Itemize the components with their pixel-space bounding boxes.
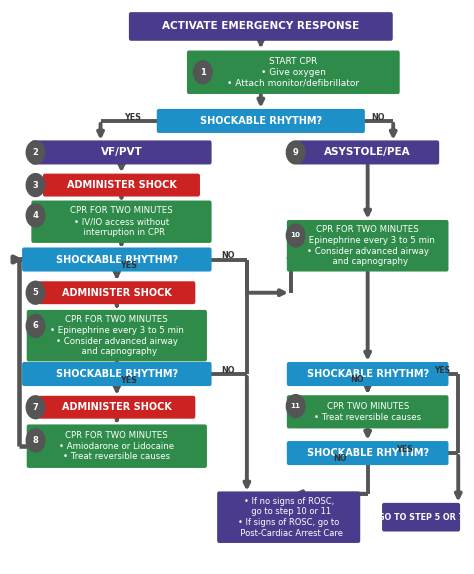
FancyBboxPatch shape xyxy=(382,503,460,532)
FancyBboxPatch shape xyxy=(187,51,400,94)
Text: SHOCKABLE RHYTHM?: SHOCKABLE RHYTHM? xyxy=(307,369,428,379)
FancyBboxPatch shape xyxy=(287,220,448,272)
Text: 9: 9 xyxy=(293,148,299,157)
Text: ADMINISTER SHOCK: ADMINISTER SHOCK xyxy=(62,402,172,412)
FancyBboxPatch shape xyxy=(129,12,393,41)
Circle shape xyxy=(26,281,45,304)
Text: START CPR
• Give oxygen
• Attach monitor/defibrillator: START CPR • Give oxygen • Attach monitor… xyxy=(227,57,359,87)
Text: 1: 1 xyxy=(200,68,206,77)
Text: YES: YES xyxy=(120,376,137,385)
FancyBboxPatch shape xyxy=(27,310,207,362)
Circle shape xyxy=(26,429,45,452)
FancyBboxPatch shape xyxy=(157,109,365,133)
FancyBboxPatch shape xyxy=(31,141,211,165)
FancyBboxPatch shape xyxy=(43,173,200,196)
Circle shape xyxy=(26,141,45,164)
FancyBboxPatch shape xyxy=(296,141,439,165)
Circle shape xyxy=(26,173,45,196)
Text: 5: 5 xyxy=(33,288,38,297)
Text: ADMINISTER SHOCK: ADMINISTER SHOCK xyxy=(62,288,172,298)
Circle shape xyxy=(286,224,305,247)
FancyBboxPatch shape xyxy=(287,395,448,428)
Circle shape xyxy=(26,315,45,338)
FancyBboxPatch shape xyxy=(38,396,195,418)
Text: NO: NO xyxy=(221,366,235,374)
Circle shape xyxy=(26,396,45,418)
Text: YES: YES xyxy=(434,366,450,374)
Text: ACTIVATE EMERGENCY RESPONSE: ACTIVATE EMERGENCY RESPONSE xyxy=(162,21,359,32)
Text: 11: 11 xyxy=(291,403,301,409)
FancyBboxPatch shape xyxy=(38,281,195,304)
Circle shape xyxy=(286,141,305,164)
Text: CPR FOR TWO MINUTES
• Epinephrine every 3 to 5 min
• Consider advanced airway
  : CPR FOR TWO MINUTES • Epinephrine every … xyxy=(50,315,184,356)
Text: CPR FOR TWO MINUTES
• Amiodarone or Lidocaine
• Treat reversible causes: CPR FOR TWO MINUTES • Amiodarone or Lido… xyxy=(59,431,174,461)
Text: SHOCKABLE RHYTHM?: SHOCKABLE RHYTHM? xyxy=(307,448,428,458)
Text: 3: 3 xyxy=(33,181,38,189)
Circle shape xyxy=(286,395,305,417)
FancyBboxPatch shape xyxy=(22,362,211,386)
FancyBboxPatch shape xyxy=(31,200,211,243)
Text: NO: NO xyxy=(333,454,346,463)
Text: ADMINISTER SHOCK: ADMINISTER SHOCK xyxy=(66,180,176,190)
Text: YES: YES xyxy=(396,444,413,453)
Text: NO: NO xyxy=(221,251,235,260)
Text: 6: 6 xyxy=(33,321,38,331)
Text: SHOCKABLE RHYTHM?: SHOCKABLE RHYTHM? xyxy=(200,116,322,126)
Text: 8: 8 xyxy=(33,436,38,445)
Text: YES: YES xyxy=(120,261,137,270)
Text: SHOCKABLE RHYTHM?: SHOCKABLE RHYTHM? xyxy=(56,369,178,379)
Text: 10: 10 xyxy=(291,232,301,238)
Text: NO: NO xyxy=(371,113,384,122)
FancyBboxPatch shape xyxy=(27,424,207,468)
Text: CPR TWO MINUTES
• Treat reversible causes: CPR TWO MINUTES • Treat reversible cause… xyxy=(314,402,421,422)
Text: NO: NO xyxy=(351,375,364,384)
Circle shape xyxy=(193,61,212,84)
FancyBboxPatch shape xyxy=(217,491,360,543)
FancyBboxPatch shape xyxy=(287,362,448,386)
Text: SHOCKABLE RHYTHM?: SHOCKABLE RHYTHM? xyxy=(56,254,178,265)
Text: • If no signs of ROSC,
  go to step 10 or 11
• If signs of ROSC, go to
  Post-Ca: • If no signs of ROSC, go to step 10 or … xyxy=(235,497,343,538)
Text: GO TO STEP 5 OR 7: GO TO STEP 5 OR 7 xyxy=(378,513,464,522)
FancyBboxPatch shape xyxy=(22,247,211,272)
Text: VF/PVT: VF/PVT xyxy=(100,148,142,157)
Text: ASYSTOLE/PEA: ASYSTOLE/PEA xyxy=(324,148,411,157)
Text: YES: YES xyxy=(125,113,142,122)
FancyBboxPatch shape xyxy=(287,441,448,465)
Text: 4: 4 xyxy=(33,211,38,220)
Text: 2: 2 xyxy=(33,148,38,157)
Text: 7: 7 xyxy=(33,403,38,412)
Circle shape xyxy=(26,204,45,227)
Text: CPR FOR TWO MINUTES
• IV/IO access without
  interruption in CPR: CPR FOR TWO MINUTES • IV/IO access witho… xyxy=(70,207,173,237)
Text: CPR FOR TWO MINUTES
• Epinephrine every 3 to 5 min
• Consider advanced airway
  : CPR FOR TWO MINUTES • Epinephrine every … xyxy=(301,225,435,266)
